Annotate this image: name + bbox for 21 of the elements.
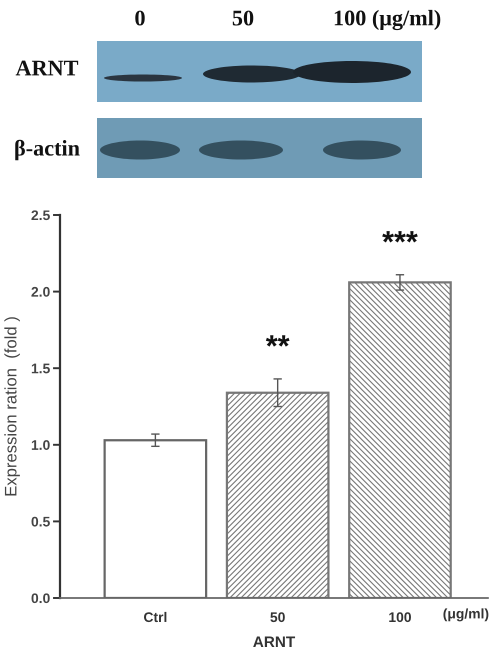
bar	[348, 281, 452, 598]
y-tick-label: 2.5	[31, 210, 50, 220]
y-tick-label: 1.0	[32, 440, 50, 450]
x-tick-label: Ctrl	[144, 612, 166, 622]
x-tick-label: 100	[389, 612, 411, 622]
text: 50	[232, 10, 254, 26]
text: 0	[135, 10, 145, 26]
x-axis-title: ARNT	[253, 636, 296, 648]
y-axis-title: Expression ration (fold )	[4, 317, 20, 496]
x-tick-label: 50	[270, 612, 285, 622]
y-tick-label: 1.5	[32, 364, 50, 374]
bar	[226, 392, 330, 598]
y-tick-label: 0.0	[32, 593, 50, 604]
text: β-actin	[15, 140, 80, 160]
annotation: ***	[382, 231, 418, 242]
y-tick-label: 2.0	[31, 286, 50, 297]
text: 100 (μg/ml)	[334, 10, 440, 30]
y-tick-label: 0.5	[32, 516, 50, 527]
annotation: **	[266, 335, 290, 347]
text: (μg/ml)	[443, 608, 488, 622]
text: ARNT	[16, 60, 78, 76]
